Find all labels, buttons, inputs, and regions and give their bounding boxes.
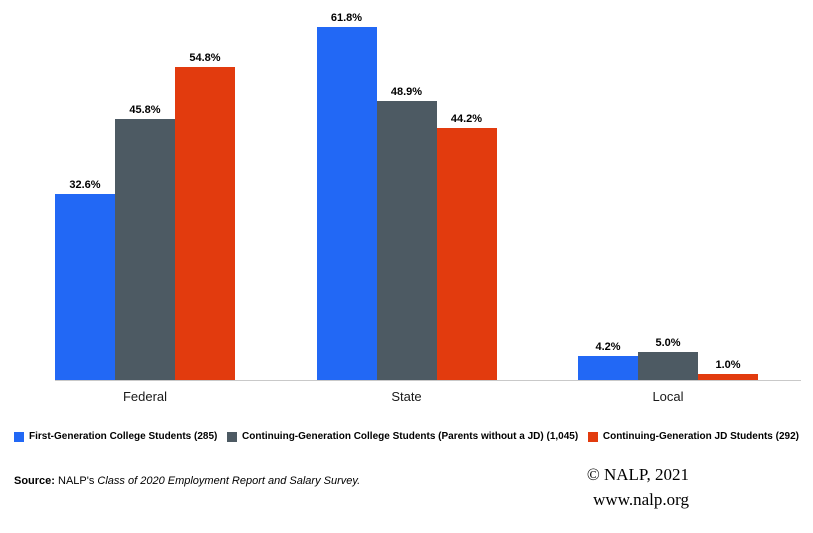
legend-item: Continuing-Generation JD Students (292) xyxy=(587,431,799,442)
legend-swatch xyxy=(14,431,24,442)
bar-groups: 32.6% 45.8% 54.8% 61.8% 48.9% 44.2% 4.2% 5.0% 1.… xyxy=(55,0,758,380)
bar-column: 48.9% xyxy=(376,0,437,380)
bar-group: 61.8% 48.9% 44.2% xyxy=(316,0,497,380)
bar xyxy=(316,27,377,380)
bar xyxy=(115,118,175,380)
bar-value-label: 45.8% xyxy=(129,103,161,116)
credit-copyright: © NALP, 2021 xyxy=(586,465,689,484)
bar xyxy=(55,194,115,380)
category-label: Federal xyxy=(122,389,168,404)
bar-value-label: 54.8% xyxy=(189,52,221,65)
bar-value-label: 44.2% xyxy=(450,112,483,125)
bar-column: 44.2% xyxy=(436,0,497,380)
bar-value-label: 1.0% xyxy=(715,359,741,372)
category-labels: Federal State Local xyxy=(0,389,813,404)
x-axis-line xyxy=(55,380,801,381)
bar-value-label: 48.9% xyxy=(390,86,423,98)
bar xyxy=(638,351,698,380)
bar-column: 4.2% xyxy=(578,0,638,380)
bar-group: 4.2% 5.0% 1.0% xyxy=(578,0,758,380)
source-note: Source: NALP's Class of 2020 Employment … xyxy=(14,475,360,487)
bar-column: 45.8% xyxy=(115,0,175,380)
legend: First-Generation College Students (285) C… xyxy=(14,431,799,442)
legend-label: First-Generation College Students (285) xyxy=(29,431,218,442)
bar-group: 32.6% 45.8% 54.8% xyxy=(55,0,235,380)
bar-column: 61.8% xyxy=(316,0,377,380)
bar xyxy=(376,101,437,380)
bar xyxy=(436,127,497,380)
bar-value-label: 32.6% xyxy=(69,179,101,191)
source-text: NALP's xyxy=(54,475,98,487)
legend-label: Continuing-Generation JD Students (292) xyxy=(602,431,799,442)
bar-value-label: 5.0% xyxy=(655,336,681,349)
category-label: Local xyxy=(652,389,684,404)
bar xyxy=(175,67,235,380)
source-title: Class of 2020 Employment Report and Sala… xyxy=(97,475,361,487)
legend-swatch xyxy=(587,431,598,442)
bar-value-label: 4.2% xyxy=(595,341,621,353)
credit-block: © NALP, 2021 www.nalp.org xyxy=(587,462,689,512)
bar xyxy=(578,356,638,380)
legend-label: Continuing-Generation College Students (… xyxy=(242,431,579,442)
bar-column: 5.0% xyxy=(638,0,698,380)
source-label: Source: xyxy=(14,475,55,487)
category-label: State xyxy=(391,389,422,404)
bar-column: 1.0% xyxy=(698,0,758,380)
bar xyxy=(698,374,758,380)
bar-column: 32.6% xyxy=(55,0,115,380)
legend-swatch xyxy=(227,431,238,442)
bar-column: 54.8% xyxy=(175,0,235,380)
legend-item: Continuing-Generation College Students (… xyxy=(227,431,578,442)
legend-item: First-Generation College Students (285) xyxy=(14,431,217,442)
bar-value-label: 61.8% xyxy=(330,12,363,25)
credit-url: www.nalp.org xyxy=(593,490,689,509)
